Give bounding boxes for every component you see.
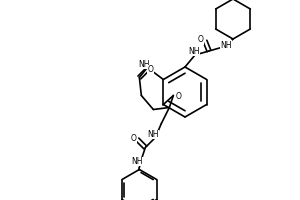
Text: O: O xyxy=(198,36,204,45)
Text: O: O xyxy=(176,92,181,101)
Text: NH: NH xyxy=(188,46,200,55)
Text: NH: NH xyxy=(139,60,150,69)
Text: O: O xyxy=(130,134,136,143)
Text: NH: NH xyxy=(220,40,232,49)
Text: NH: NH xyxy=(132,157,143,166)
Text: O: O xyxy=(147,65,153,74)
Text: NH: NH xyxy=(148,130,159,139)
